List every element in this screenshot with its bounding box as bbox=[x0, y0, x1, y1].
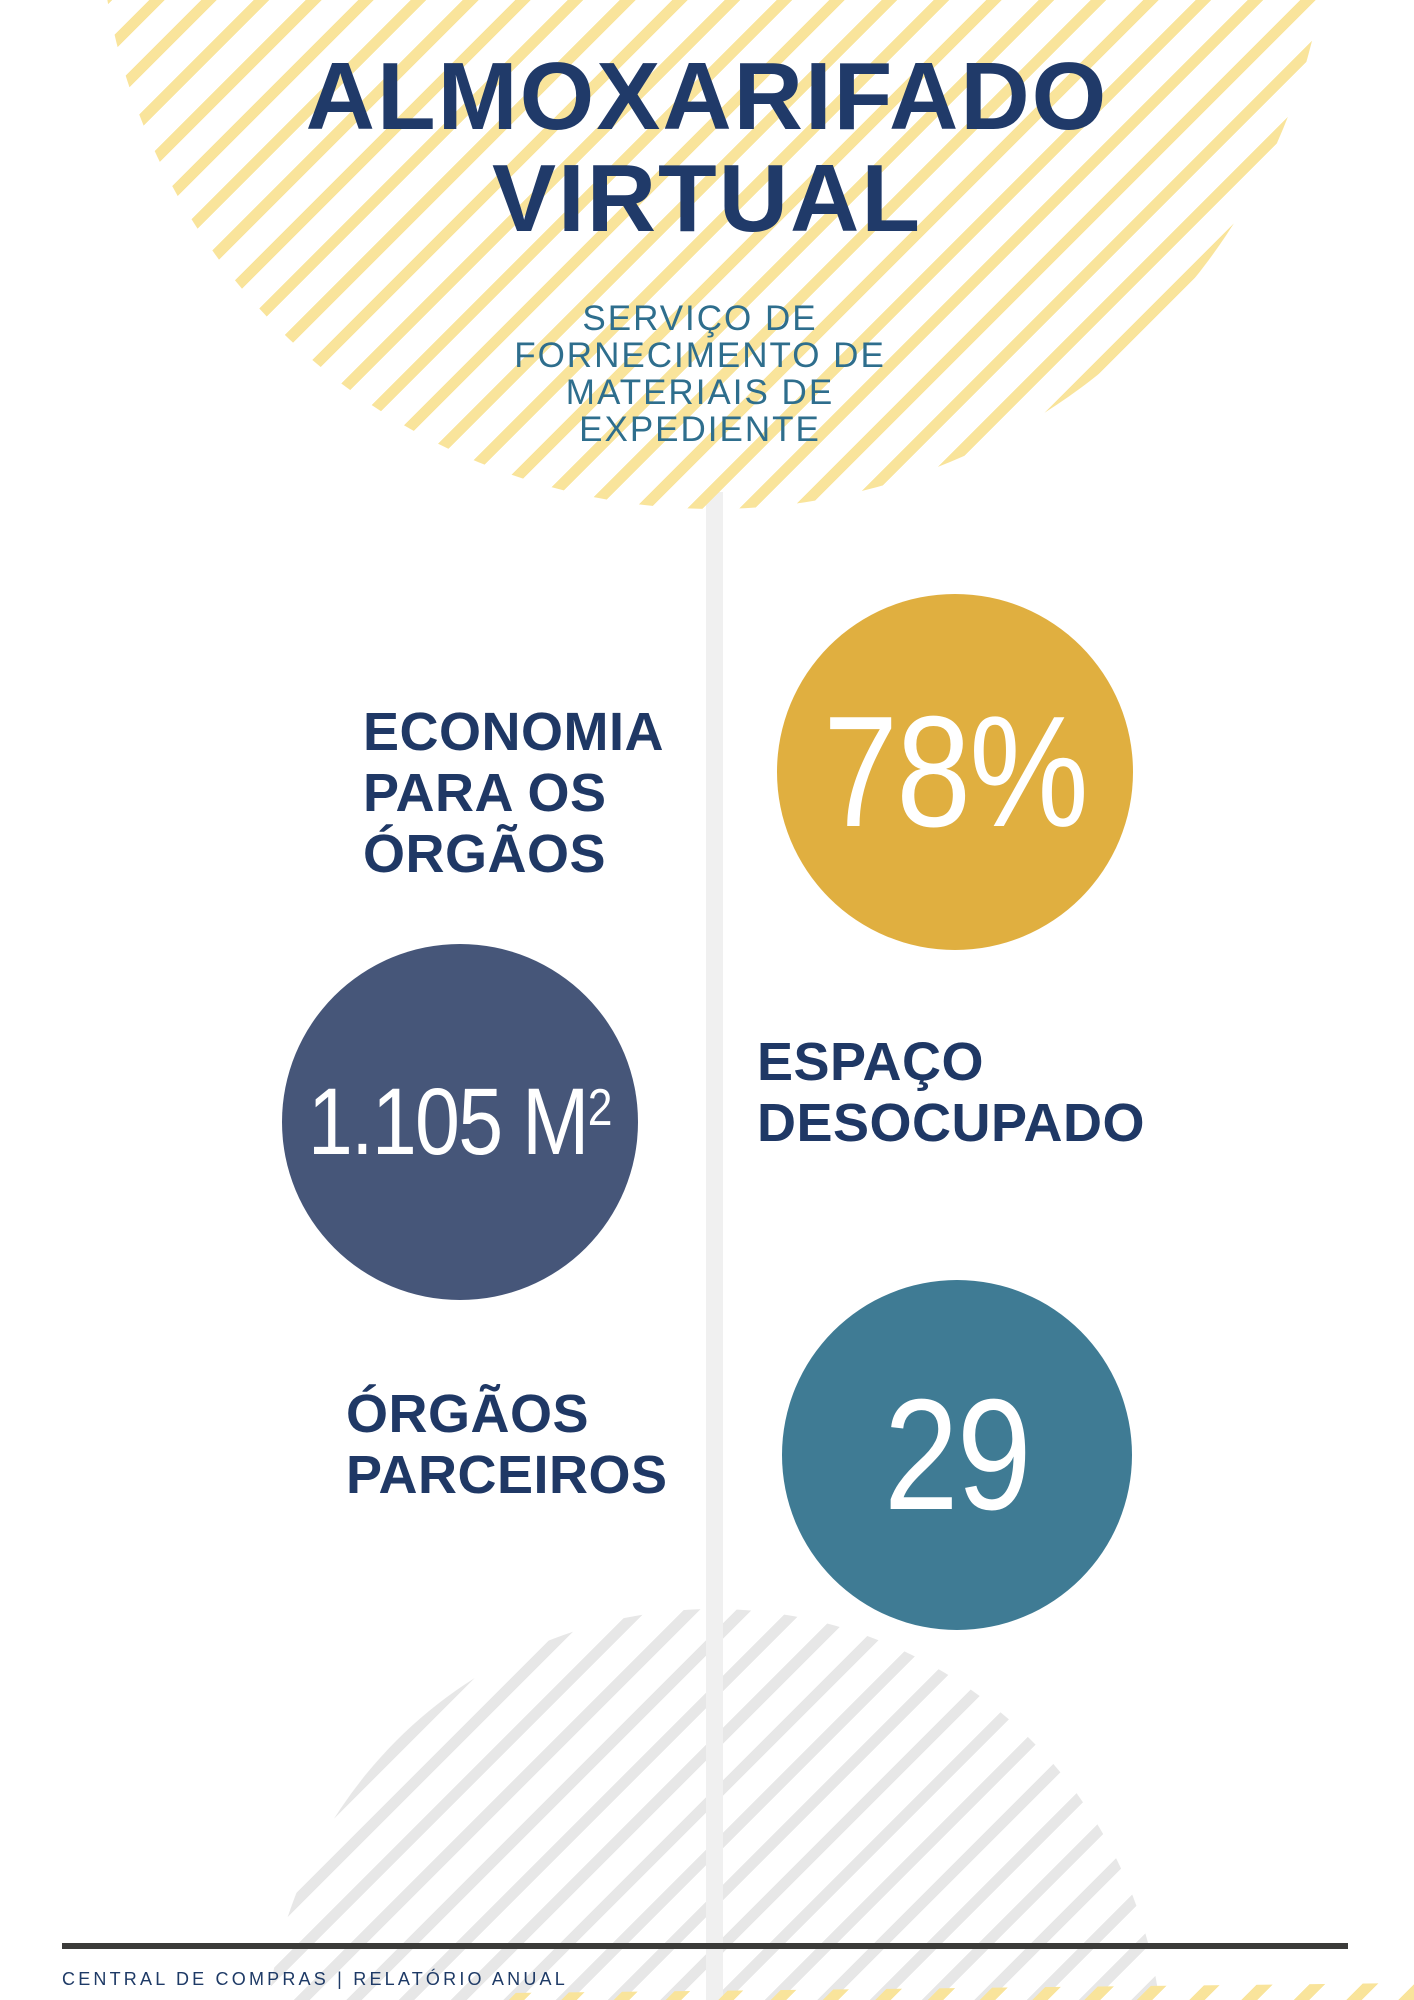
subtitle-line: FORNECIMENTO DE bbox=[514, 336, 886, 375]
subtitle-line: MATERIAIS DE bbox=[565, 373, 835, 412]
page-subtitle: SERVIÇO DE FORNECIMENTO DE MATERIAIS DE … bbox=[0, 300, 1400, 448]
stat-label-orgaos: ÓRGÃOS PARCEIROS bbox=[346, 1384, 668, 1506]
subtitle-line: EXPEDIENTE bbox=[579, 410, 821, 449]
stat-label-line: PARA OS bbox=[363, 763, 607, 823]
stat-label-line: ÓRGÃOS bbox=[346, 1384, 590, 1444]
footer-text: CENTRAL DE COMPRAS | RELATÓRIO ANUAL bbox=[62, 1969, 568, 1989]
subtitle-line: SERVIÇO DE bbox=[582, 299, 818, 338]
stat-label-line: ÓRGÃOS bbox=[363, 824, 607, 884]
stat-circle-espaco: 1.105 M2 bbox=[282, 944, 638, 1300]
stat-label-line: ESPAÇO bbox=[757, 1032, 985, 1092]
stat-label-economia: ECONOMIA PARA OS ÓRGÃOS bbox=[363, 702, 664, 885]
stat-value-espaco-main: 1.105 M bbox=[307, 1068, 590, 1175]
page-title: ALMOXARIFADO VIRTUAL bbox=[0, 46, 1414, 250]
stat-label-line: ECONOMIA bbox=[363, 702, 664, 762]
stat-value-orgaos: 29 bbox=[884, 1366, 1032, 1543]
stat-value-espaco: 1.105 M2 bbox=[308, 1068, 613, 1177]
footer-rule bbox=[62, 1943, 1348, 1949]
stat-circle-economia: 78% bbox=[777, 594, 1133, 950]
stat-circle-orgaos: 29 bbox=[782, 1280, 1132, 1630]
stat-value-economia: 78% bbox=[823, 683, 1088, 860]
stat-value-espaco-superscript: 2 bbox=[587, 1078, 613, 1137]
vertical-divider-line bbox=[706, 492, 723, 2000]
page-title-line2: VIRTUAL bbox=[492, 145, 922, 252]
stat-label-espaco: ESPAÇO DESOCUPADO bbox=[757, 1032, 1145, 1154]
stat-label-line: DESOCUPADO bbox=[757, 1093, 1146, 1153]
stat-label-line: PARCEIROS bbox=[346, 1445, 668, 1505]
page-title-line1: ALMOXARIFADO bbox=[305, 43, 1109, 150]
